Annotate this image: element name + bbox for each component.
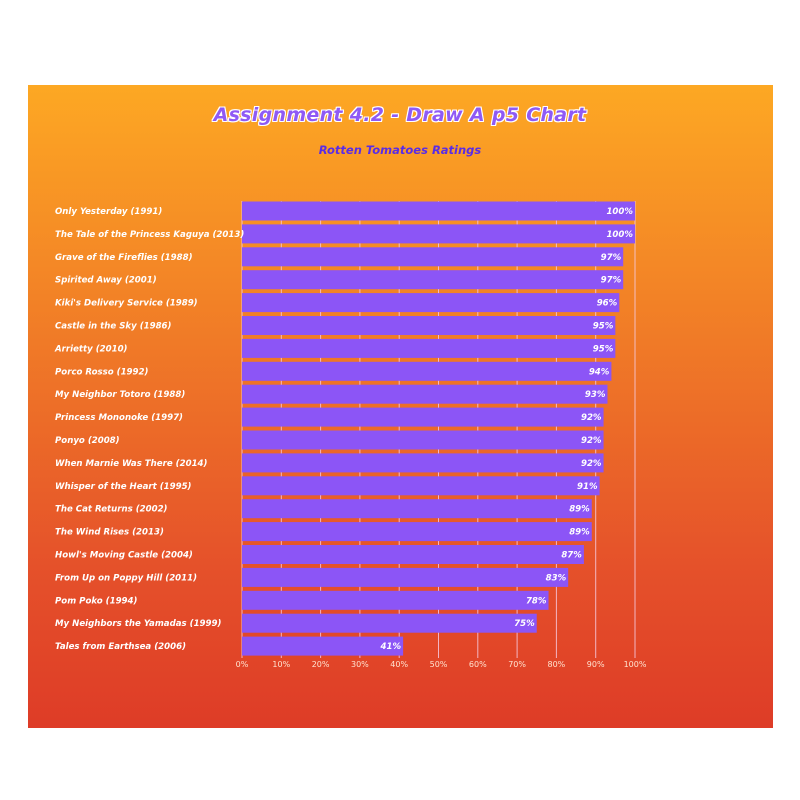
data-label: 92% (581, 459, 602, 469)
bar (242, 247, 624, 267)
x-tick-label: 80% (548, 660, 566, 669)
category-label: Whisper of the Heart (1995) (55, 482, 192, 492)
category-label: Porco Rosso (1992) (55, 367, 148, 377)
category-label: Pom Poko (1994) (55, 596, 138, 606)
category-label: Arrietty (2010) (54, 344, 128, 354)
chart-title: Assignment 4.2 - Draw A p5 Chart (213, 104, 587, 126)
category-label: Kiki's Delivery Service (1989) (55, 299, 198, 309)
bar (242, 567, 569, 587)
data-label: 100% (606, 207, 633, 217)
data-label: 92% (581, 413, 602, 423)
category-label: My Neighbors the Yamadas (1999) (55, 619, 221, 629)
x-tick-label: 30% (351, 660, 369, 669)
grid-layer (241, 201, 636, 658)
data-label: 92% (581, 436, 602, 446)
data-label: 91% (577, 482, 598, 492)
category-label: When Marnie Was There (2014) (55, 459, 208, 469)
x-tick-label: 60% (469, 660, 487, 669)
data-label: 95% (593, 344, 614, 354)
category-label: Howl's Moving Castle (2004) (55, 551, 193, 561)
x-tick-label: 100% (624, 660, 647, 669)
category-label: Tales from Earthsea (2006) (55, 642, 186, 652)
data-label: 100% (606, 230, 633, 240)
x-tick-label: 50% (430, 660, 448, 669)
bar (242, 499, 592, 519)
data-label: 78% (526, 596, 547, 606)
x-tick-label: 70% (508, 660, 526, 669)
bar (242, 430, 604, 450)
data-label: 93% (585, 390, 606, 400)
bar (242, 293, 620, 313)
bar (242, 224, 635, 244)
x-tick-label: 20% (312, 660, 330, 669)
category-label: From Up on Poppy Hill (2011) (55, 573, 197, 583)
category-label: Ponyo (2008) (55, 436, 120, 446)
data-label: 96% (597, 299, 618, 309)
bar-layer (242, 201, 635, 656)
category-label: Castle in the Sky (1986) (55, 322, 172, 332)
bar (242, 407, 604, 427)
bar (242, 545, 584, 564)
data-label: 87% (561, 551, 582, 561)
x-tick-label: 0% (236, 660, 249, 669)
category-label: Only Yesterday (1991) (55, 207, 162, 217)
chart-subtitle: Rotten Tomatoes Ratings (318, 143, 482, 157)
bar (242, 384, 608, 404)
data-label: 83% (546, 573, 567, 583)
data-label: 89% (569, 528, 590, 538)
bar (242, 201, 635, 221)
bar (242, 522, 592, 542)
bar (242, 590, 549, 610)
bar (242, 476, 600, 496)
x-tick-label: 90% (587, 660, 605, 669)
bar (242, 453, 604, 473)
bar (242, 636, 404, 656)
x-tick-label: 40% (390, 660, 408, 669)
data-label: 97% (601, 253, 622, 263)
label-layer: Only Yesterday (1991) 100% The Tale of the… (54, 207, 633, 652)
data-label: 95% (593, 322, 614, 332)
category-label: The Cat Returns (2002) (55, 505, 168, 515)
bar (242, 338, 616, 358)
category-label: Princess Mononoke (1997) (55, 413, 183, 423)
category-label: The Tale of the Princess Kaguya (2013) (55, 230, 244, 240)
data-label: 94% (589, 367, 610, 377)
category-label: Grave of the Fireflies (1988) (55, 253, 193, 263)
category-label: Spirited Away (2001) (55, 276, 157, 286)
data-label: 89% (569, 505, 590, 515)
bar (242, 270, 624, 290)
x-tick-label: 10% (272, 660, 290, 669)
category-label: The Wind Rises (2013) (55, 528, 164, 538)
x-axis-ticks: 0% 10% 20% 30% 40% 50% 60% 70% 80% 90% 100% (236, 660, 647, 669)
data-label: 97% (601, 276, 622, 286)
data-label: 75% (514, 619, 535, 629)
bar (242, 361, 612, 381)
data-label: 41% (380, 642, 402, 652)
category-label: My Neighbor Totoro (1988) (55, 390, 185, 400)
bar (242, 613, 537, 633)
bar (242, 316, 616, 335)
